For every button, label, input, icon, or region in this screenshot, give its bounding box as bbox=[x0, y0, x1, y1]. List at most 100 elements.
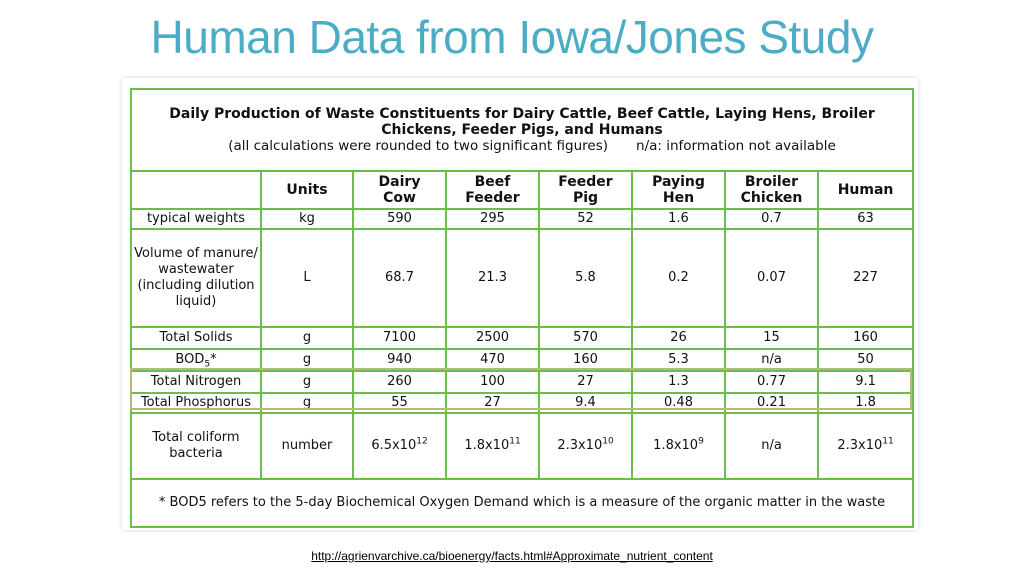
cell-hen: 0.48 bbox=[631, 392, 726, 414]
row-unit: g bbox=[260, 370, 354, 394]
cell-broiler: 0.7 bbox=[724, 208, 819, 230]
row-label-line1: Total coliform bbox=[152, 430, 240, 445]
cell-dairy: 590 bbox=[352, 208, 447, 230]
row-label-bod-sub: 5 bbox=[204, 359, 211, 370]
header-paying-hen: Paying Hen bbox=[631, 170, 726, 210]
cell-dairy: 68.7 bbox=[352, 228, 447, 328]
coliform-exponent: 10 bbox=[602, 436, 614, 447]
cell-human: 227 bbox=[816, 228, 915, 328]
row-unit: kg bbox=[260, 208, 354, 230]
table-row-solids: Total Solids g 7100 2500 570 26 15 160 bbox=[130, 326, 915, 350]
cell-dairy: 6.5x1012 bbox=[352, 412, 447, 480]
row-label: Total Solids bbox=[130, 326, 262, 350]
row-label: Total Phosphorus bbox=[130, 392, 262, 414]
cell-pig: 160 bbox=[538, 348, 633, 372]
cell-hen: 1.6 bbox=[631, 208, 726, 230]
cell-beef: 21.3 bbox=[445, 228, 540, 328]
cell-pig: 570 bbox=[538, 326, 633, 350]
cell-broiler: n/a bbox=[724, 348, 819, 372]
header-human: Human bbox=[816, 170, 915, 210]
coliform-exponent: 11 bbox=[882, 436, 894, 447]
cell-beef: 295 bbox=[445, 208, 540, 230]
row-label-line2: wastewater bbox=[158, 262, 234, 277]
header-beef-line2: Feeder bbox=[465, 190, 520, 206]
row-label-line2: bacteria bbox=[169, 446, 223, 461]
cell-beef: 470 bbox=[445, 348, 540, 372]
cell-broiler: 0.21 bbox=[724, 392, 819, 414]
header-units: Units bbox=[260, 170, 354, 210]
cell-beef: 1.8x1011 bbox=[445, 412, 540, 480]
table-row-coliform: Total coliform bacteria number 6.5x1012 1… bbox=[130, 412, 915, 480]
header-pig-line1: Feeder bbox=[558, 174, 613, 190]
row-label: Volume of manure/wastewater (including di… bbox=[130, 228, 262, 328]
cell-broiler: 0.07 bbox=[724, 228, 819, 328]
slide-title: Human Data from Iowa/Jones Study bbox=[150, 11, 874, 63]
coliform-base: 2.3x10 bbox=[837, 438, 883, 453]
coliform-base: 1.8x10 bbox=[464, 438, 510, 453]
coliform-exponent: 11 bbox=[509, 436, 521, 447]
row-unit: number bbox=[260, 412, 354, 480]
cell-human: 160 bbox=[816, 326, 915, 350]
table-row-nitrogen: Total Nitrogen g 260 100 27 1.3 0.77 9.1 bbox=[130, 370, 915, 394]
caption-notes: (all calculations were rounded to two si… bbox=[134, 138, 910, 154]
caption-title: Daily Production of Waste Constituents f… bbox=[169, 106, 875, 138]
header-broiler-line2: Chicken bbox=[740, 190, 803, 206]
header-row: Units Dairy Cow Beef Feeder Feeder Pig Payi… bbox=[130, 170, 915, 210]
header-dairy-line1: Dairy bbox=[378, 174, 421, 190]
cell-beef: 27 bbox=[445, 392, 540, 414]
row-label-bod-star: * bbox=[210, 352, 217, 367]
row-label-bod: BOD bbox=[175, 352, 205, 367]
row-unit: g bbox=[260, 392, 354, 414]
row-label-line1: Volume of manure/ bbox=[134, 246, 258, 261]
cell-beef: 2500 bbox=[445, 326, 540, 350]
caption-row: Daily Production of Waste Constituents f… bbox=[129, 88, 915, 172]
row-unit: g bbox=[260, 326, 354, 350]
row-label-line3: (including dilution bbox=[137, 278, 255, 293]
row-unit: g bbox=[260, 348, 354, 372]
row-label: BOD5* bbox=[130, 348, 262, 372]
header-broiler-chicken: Broiler Chicken bbox=[724, 170, 819, 210]
row-label-line4: liquid) bbox=[175, 294, 217, 309]
cell-pig: 5.8 bbox=[538, 228, 633, 328]
table-row-bod: BOD5* g 940 470 160 5.3 n/a 50 bbox=[130, 348, 915, 372]
row-label: Total coliform bacteria bbox=[130, 412, 262, 480]
cell-dairy: 940 bbox=[352, 348, 447, 372]
coliform-base: 2.3x10 bbox=[557, 438, 603, 453]
table-caption: Daily Production of Waste Constituents f… bbox=[129, 88, 915, 172]
cell-broiler: 0.77 bbox=[724, 370, 819, 394]
coliform-base: 6.5x10 bbox=[371, 438, 417, 453]
cell-pig: 9.4 bbox=[538, 392, 633, 414]
cell-pig: 27 bbox=[538, 370, 633, 394]
waste-constituents-table: Daily Production of Waste Constituents f… bbox=[129, 88, 915, 528]
rounding-note: (all calculations were rounded to two si… bbox=[228, 138, 609, 154]
source-link[interactable]: http://agrienvarchive.ca/bioenergy/facts… bbox=[311, 549, 713, 563]
cell-human: 63 bbox=[816, 208, 915, 230]
header-beef-line1: Beef bbox=[474, 174, 511, 190]
header-beef-feeder: Beef Feeder bbox=[445, 170, 540, 210]
coliform-base: 1.8x10 bbox=[653, 438, 699, 453]
cell-hen: 5.3 bbox=[631, 348, 726, 372]
footnote-row: * BOD5 refers to the 5-day Biochemical O… bbox=[129, 478, 915, 528]
table-row-phosphorus: Total Phosphorus g 55 27 9.4 0.48 0.21 1… bbox=[130, 392, 915, 414]
header-empty bbox=[130, 170, 262, 210]
header-dairy-cow: Dairy Cow bbox=[352, 170, 447, 210]
cell-human: 1.8 bbox=[816, 392, 915, 414]
cell-hen: 1.3 bbox=[631, 370, 726, 394]
cell-human: 2.3x1011 bbox=[816, 412, 915, 480]
cell-dairy: 55 bbox=[352, 392, 447, 414]
header-hen-line1: Paying bbox=[652, 174, 705, 190]
cell-broiler: 15 bbox=[724, 326, 819, 350]
coliform-exponent: 9 bbox=[698, 436, 704, 447]
na-note: n/a: information not available bbox=[636, 138, 836, 154]
table-row-weights: typical weights kg 590 295 52 1.6 0.7 63 bbox=[130, 208, 915, 230]
row-unit: L bbox=[260, 228, 354, 328]
header-broiler-line1: Broiler bbox=[744, 174, 799, 190]
coliform-exponent: 12 bbox=[416, 436, 428, 447]
cell-human: 50 bbox=[816, 348, 915, 372]
header-dairy-line2: Cow bbox=[383, 190, 416, 206]
cell-pig: 52 bbox=[538, 208, 633, 230]
row-label: typical weights bbox=[130, 208, 262, 230]
cell-hen: 1.8x109 bbox=[631, 412, 726, 480]
cell-human: 9.1 bbox=[816, 370, 915, 394]
cell-hen: 26 bbox=[631, 326, 726, 350]
